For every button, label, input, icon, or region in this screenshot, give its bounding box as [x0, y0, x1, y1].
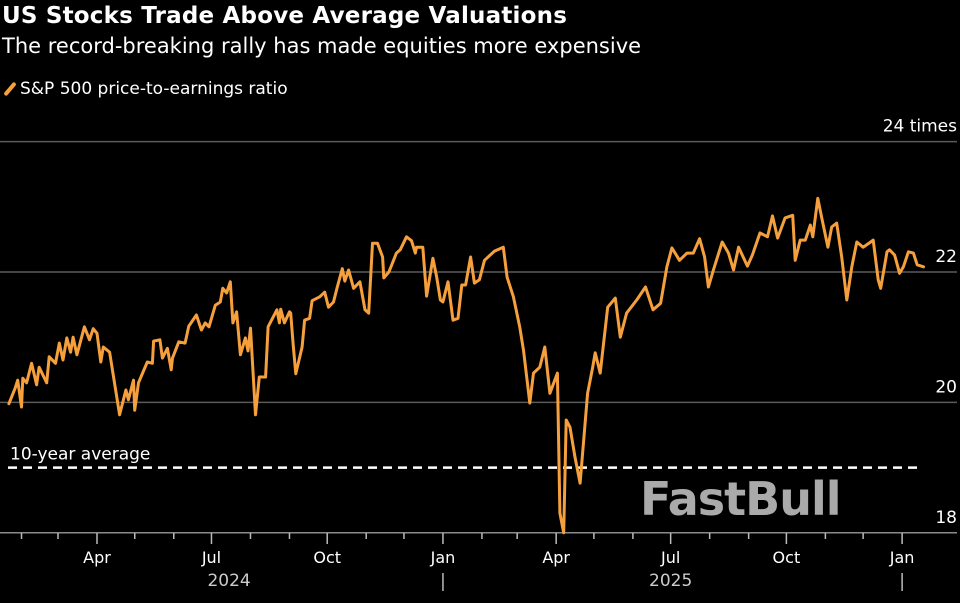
y-tick-label: 18	[935, 508, 957, 528]
x-tick-label: Oct	[773, 548, 801, 567]
x-tick-label: Jan	[889, 548, 915, 567]
x-tick-label: Jul	[660, 548, 680, 567]
series-line-pe-ratio	[7, 196, 925, 535]
legend: S&P 500 price-to-earnings ratio	[2, 79, 288, 99]
y-tick-label: 20	[935, 377, 957, 397]
x-tick-label: Apr	[83, 548, 111, 567]
x-year-label: 2025	[649, 571, 692, 591]
watermark-logo: FastBull	[640, 472, 841, 526]
chart-title: US Stocks Trade Above Average Valuations	[2, 3, 568, 29]
x-tick-label: Oct	[313, 548, 341, 567]
legend-label: S&P 500 price-to-earnings ratio	[20, 79, 288, 99]
x-year-label: 2024	[207, 571, 250, 591]
x-tick-label: Jan	[430, 548, 456, 567]
reference-line-label: 10-year average	[10, 445, 150, 465]
x-tick-label: Jul	[201, 548, 221, 567]
x-tick-label: Apr	[542, 548, 570, 567]
y-tick-label: 24 times	[883, 117, 957, 137]
y-tick-label: 22	[935, 247, 957, 267]
chart-subtitle: The record-breaking rally has made equit…	[2, 34, 642, 58]
